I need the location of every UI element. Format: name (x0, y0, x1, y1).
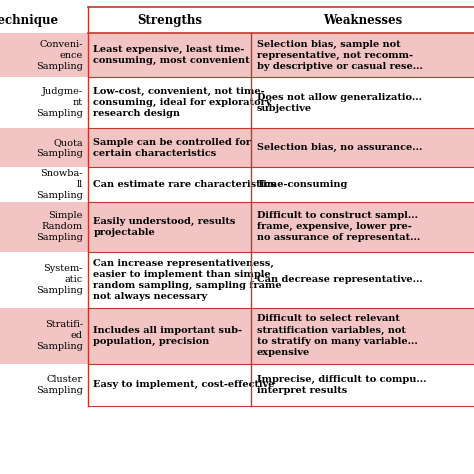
Text: Difficult to select relevant
stratification variables, not
to stratify on many v: Difficult to select relevant stratificat… (257, 314, 418, 357)
Bar (0, 7, 474, 33)
Bar (0, 167, 474, 202)
Bar (0, 33, 474, 77)
Text: System-
atic
Sampling: System- atic Sampling (36, 264, 83, 295)
Text: Weaknesses: Weaknesses (323, 14, 402, 27)
Text: Can decrease representative...: Can decrease representative... (257, 275, 423, 284)
Text: Snowba-
ll
Sampling: Snowba- ll Sampling (36, 169, 83, 200)
Bar (0, 77, 474, 128)
Text: Does not allow generalizatio...
subjective: Does not allow generalizatio... subjecti… (257, 93, 422, 113)
Text: Easily understood, results
projectable: Easily understood, results projectable (93, 217, 236, 237)
Text: Least expensive, least time-
consuming, most convenient: Least expensive, least time- consuming, … (93, 45, 250, 65)
Bar (0, 202, 474, 252)
Bar (0, 364, 474, 406)
Text: Difficult to construct sampl...
frame, expensive, lower pre-
no assurance of rep: Difficult to construct sampl... frame, e… (257, 211, 420, 242)
Text: Selection bias, no assurance...: Selection bias, no assurance... (257, 143, 422, 153)
Text: Quota
Sampling: Quota Sampling (36, 138, 83, 158)
Bar (0, 308, 474, 364)
Text: Technique: Technique (0, 14, 59, 27)
Text: Cluster
Sampling: Cluster Sampling (36, 375, 83, 395)
Bar (0, 252, 474, 308)
Text: Strengths: Strengths (137, 14, 202, 27)
Text: Simple
Random
Sampling: Simple Random Sampling (36, 211, 83, 242)
Text: Includes all important sub-
population, precision: Includes all important sub- population, … (93, 326, 242, 346)
Text: Selection bias, sample not
representative, not recomm-
by descriptive or casual : Selection bias, sample not representativ… (257, 40, 423, 71)
Text: Low-cost, convenient, not time-
consuming, ideal for exploratory
research design: Low-cost, convenient, not time- consumin… (93, 87, 272, 118)
Text: Time-consuming: Time-consuming (257, 180, 348, 189)
Text: Can increase representativeness,
easier to implement than simple
random sampling: Can increase representativeness, easier … (93, 258, 282, 301)
Text: Stratifi-
ed
Sampling: Stratifi- ed Sampling (36, 320, 83, 351)
Text: Imprecise, difficult to compu...
interpret results: Imprecise, difficult to compu... interpr… (257, 375, 427, 395)
Text: Conveni-
ence
Sampling: Conveni- ence Sampling (36, 40, 83, 71)
Text: Judgme-
nt
Sampling: Judgme- nt Sampling (36, 87, 83, 118)
Text: Easy to implement, cost-effective: Easy to implement, cost-effective (93, 380, 275, 390)
Text: Can estimate rare characteristics: Can estimate rare characteristics (93, 180, 276, 189)
Text: Sample can be controlled for
certain characteristics: Sample can be controlled for certain cha… (93, 138, 251, 158)
Bar (0, 128, 474, 167)
